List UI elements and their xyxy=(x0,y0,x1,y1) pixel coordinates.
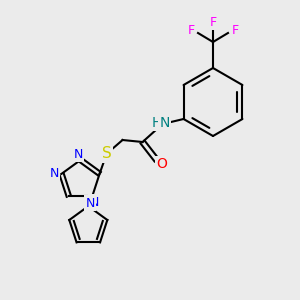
Text: F: F xyxy=(188,25,195,38)
Text: N: N xyxy=(90,196,99,209)
Text: N: N xyxy=(85,197,95,210)
Text: S: S xyxy=(102,146,111,161)
Text: O: O xyxy=(156,157,167,171)
Text: N: N xyxy=(74,148,83,160)
Text: F: F xyxy=(209,16,217,28)
Text: F: F xyxy=(231,25,239,38)
Text: N: N xyxy=(50,167,59,180)
Text: H: H xyxy=(152,116,162,130)
Text: N: N xyxy=(159,116,170,130)
